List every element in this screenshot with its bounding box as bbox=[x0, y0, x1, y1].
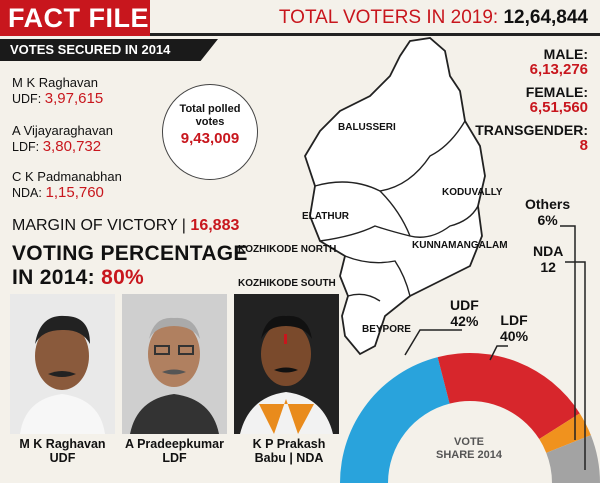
voting-percentage-value: 80% bbox=[101, 266, 145, 289]
map-label-koduvally: KODUVALLY bbox=[442, 187, 503, 198]
slice-label-udf-name: UDF bbox=[450, 297, 479, 313]
slice-nda bbox=[546, 435, 600, 483]
caption-ldf-name: A Pradeepkumar bbox=[125, 437, 224, 451]
candidate-3-votes: 1,15,760 bbox=[45, 184, 104, 201]
caption-ldf-party: LDF bbox=[162, 451, 187, 465]
slice-label-udf-value: 42% bbox=[450, 313, 479, 329]
slice-label-nda-name: NDA bbox=[533, 243, 564, 259]
slice-label-ldf: LDF 40% bbox=[500, 312, 528, 344]
slice-label-ldf-name: LDF bbox=[500, 312, 528, 328]
slice-ldf bbox=[437, 353, 580, 440]
transgender-value: 8 bbox=[579, 137, 588, 154]
candidate-2-party: LDF: bbox=[12, 140, 40, 154]
constituency-map bbox=[304, 37, 486, 356]
candidate-2: A Vijayaraghavan LDF: 3,80,732 bbox=[12, 123, 113, 155]
leader-nda bbox=[565, 261, 586, 470]
map-label-balusseri: BALUSSERI bbox=[338, 122, 396, 133]
map-label-beypore: BEYPORE bbox=[362, 324, 411, 335]
voting-percentage-line1: VOTING PERCENTAGE bbox=[12, 242, 248, 265]
caption-udf-name: M K Raghavan bbox=[19, 437, 106, 451]
portrait-ldf-icon bbox=[122, 294, 227, 434]
candidate-1-name: M K Raghavan bbox=[12, 75, 98, 90]
caption-ldf: A Pradeepkumar LDF bbox=[122, 437, 227, 465]
candidate-2-name: A Vijayaraghavan bbox=[12, 123, 113, 138]
total-polled-label: Total polled votes bbox=[179, 103, 241, 128]
transgender-label: TRANSGENDER: bbox=[475, 122, 588, 138]
candidate-1: M K Raghavan UDF: 3,97,615 bbox=[12, 75, 103, 107]
total-voters-label: TOTAL VOTERS IN 2019: bbox=[278, 7, 499, 28]
candidate-3-name: C K Padmanabhan bbox=[12, 169, 122, 184]
candidate-photo-nda bbox=[234, 294, 339, 434]
votes-secured-heading: VOTES SECURED IN 2014 bbox=[0, 39, 218, 61]
slice-label-nda: NDA 12 bbox=[533, 243, 563, 275]
total-polled-circle: Total polled votes 9,43,009 bbox=[162, 84, 258, 180]
female-label: FEMALE: bbox=[525, 84, 588, 100]
male-label: MALE: bbox=[543, 46, 588, 62]
candidate-1-votes: 3,97,615 bbox=[44, 90, 104, 107]
female-value: 6,51,560 bbox=[529, 99, 588, 116]
total-voters-value: 12,64,844 bbox=[503, 7, 588, 28]
candidate-1-party: UDF: bbox=[12, 92, 42, 106]
male-value: 6,13,276 bbox=[529, 61, 588, 78]
candidate-photo-ldf bbox=[122, 294, 227, 434]
total-voters: TOTAL VOTERS IN 2019: 12,64,844 bbox=[279, 6, 588, 30]
female-voters: FEMALE: 6,51,560 bbox=[526, 84, 588, 116]
transgender-voters: TRANSGENDER: 8 bbox=[475, 122, 588, 154]
slice-label-others-value: 6% bbox=[537, 212, 558, 228]
slice-label-nda-value: 12 bbox=[540, 259, 556, 275]
vote-share-title-line2: SHARE 2014 bbox=[436, 449, 503, 461]
slice-label-others: Others 6% bbox=[525, 196, 570, 228]
margin-value: 16,883 bbox=[190, 217, 240, 234]
map-label-kunnamangalam: KUNNAMANGALAM bbox=[412, 240, 508, 251]
caption-nda-party: Babu | NDA bbox=[254, 451, 324, 465]
caption-udf-party: UDF bbox=[49, 451, 76, 465]
candidate-3-party: NDA: bbox=[12, 186, 42, 200]
slice-label-others-name: Others bbox=[525, 196, 571, 212]
voting-percentage-line2: IN 2014: bbox=[12, 266, 95, 289]
voting-percentage: VOTING PERCENTAGE IN 2014: 80% bbox=[12, 242, 248, 290]
caption-nda-name: K P Prakash bbox=[252, 437, 326, 451]
leader-udf bbox=[404, 329, 462, 356]
total-polled-value: 9,43,009 bbox=[180, 130, 240, 147]
portrait-nda-icon bbox=[234, 294, 339, 434]
caption-udf: M K Raghavan UDF bbox=[10, 437, 115, 465]
margin-of-victory: MARGIN OF VICTORY | 16,883 bbox=[12, 217, 239, 235]
candidate-photo-udf bbox=[10, 294, 115, 434]
vote-share-title: VOTE SHARE 2014 bbox=[436, 436, 502, 462]
map-label-kozhikode-south: KOZHIKODE SOUTH bbox=[238, 278, 336, 289]
male-voters: MALE: 6,13,276 bbox=[530, 46, 588, 78]
caption-nda: K P Prakash Babu | NDA bbox=[234, 437, 344, 465]
slice-udf bbox=[340, 357, 450, 483]
margin-label: MARGIN OF VICTORY | bbox=[12, 217, 186, 234]
slice-label-ldf-value: 40% bbox=[500, 328, 529, 344]
portrait-udf-icon bbox=[10, 294, 115, 434]
map-label-kozhikode-north: KOZHIKODE NORTH bbox=[238, 244, 337, 255]
candidate-2-votes: 3,80,732 bbox=[42, 138, 102, 155]
header-bar: FACT FILE TOTAL VOTERS IN 2019: 12,64,84… bbox=[0, 0, 600, 36]
fact-file-title: FACT FILE bbox=[0, 0, 150, 36]
candidate-3: C K Padmanabhan NDA: 1,15,760 bbox=[12, 169, 122, 201]
leader-ldf bbox=[489, 345, 508, 361]
map-label-elathur: ELATHUR bbox=[302, 211, 350, 222]
slice-others bbox=[539, 413, 591, 453]
vote-share-title-line1: VOTE bbox=[454, 436, 484, 448]
slice-label-udf: UDF 42% bbox=[450, 297, 479, 329]
leader-others bbox=[560, 225, 576, 440]
